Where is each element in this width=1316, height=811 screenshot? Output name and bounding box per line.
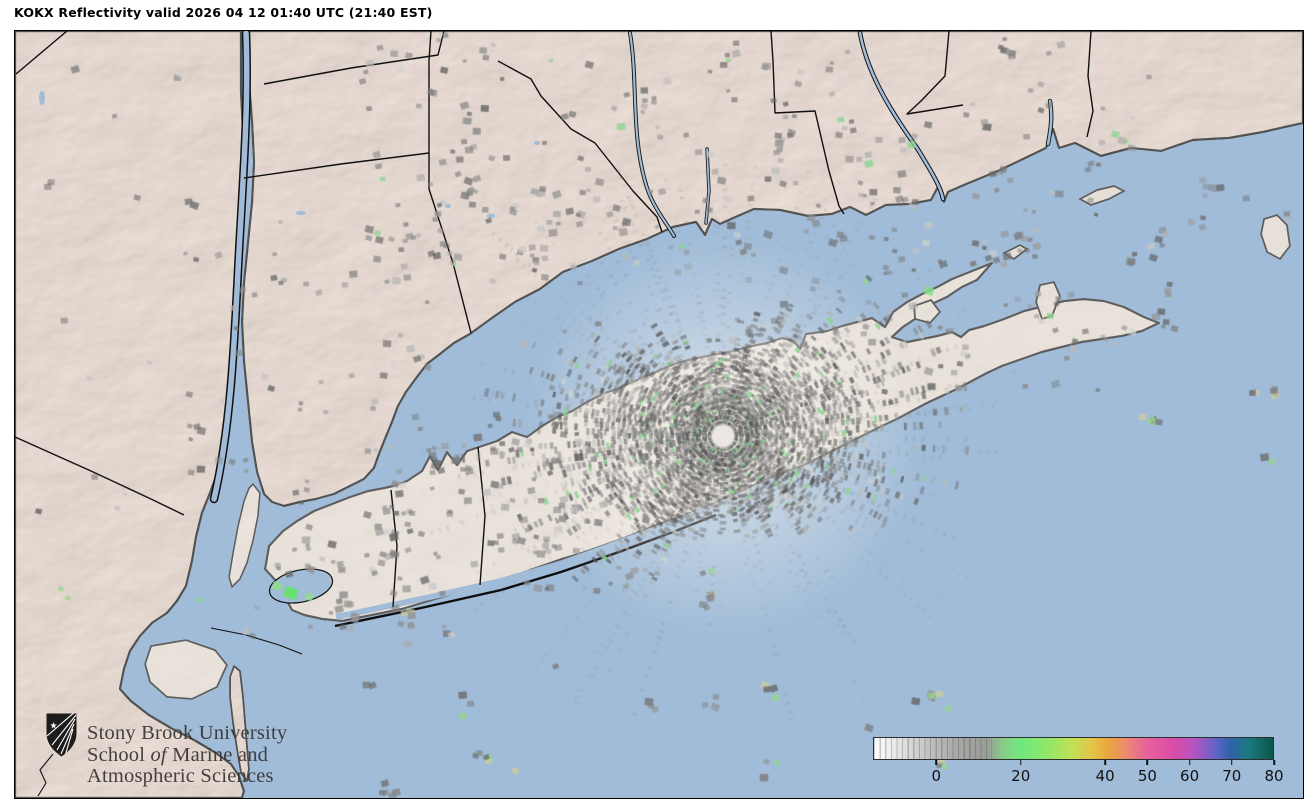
sbu-shield-icon: ★ bbox=[46, 713, 77, 757]
colorbar-tick-label: 20 bbox=[1011, 767, 1031, 785]
sbu-logo: ★ Stony Brook University School of Marin… bbox=[45, 712, 287, 788]
colorbar-tick-label: 80 bbox=[1264, 767, 1284, 785]
colorbar-tick-label: 60 bbox=[1180, 767, 1200, 785]
colorbar-stripes bbox=[874, 738, 992, 759]
reflectivity-colorbar: 0 20 40 50 60 70 80 bbox=[873, 737, 1284, 795]
sbu-logo-text: Stony Brook University School of Marine … bbox=[87, 722, 288, 788]
colorbar-tick-label: 50 bbox=[1137, 767, 1157, 785]
colorbar-gradient bbox=[873, 737, 1274, 760]
sbu-line3: Atmospheric Sciences bbox=[87, 765, 274, 787]
sbu-line2: School of Marine and bbox=[87, 743, 269, 766]
map-title: KOKX Reflectivity valid 2026 04 12 01:40… bbox=[14, 5, 433, 20]
colorbar-tick bbox=[1188, 760, 1191, 765]
colorbar-tick-label: 70 bbox=[1222, 767, 1242, 785]
colorbar-tick bbox=[1019, 760, 1022, 765]
colorbar-tick bbox=[1273, 760, 1275, 765]
colorbar-tick bbox=[1104, 760, 1106, 765]
sbu-line1: Stony Brook University bbox=[87, 722, 288, 744]
colorbar-tick-label: 40 bbox=[1095, 767, 1115, 785]
radar-map: ★ Stony Brook University School of Marin… bbox=[14, 30, 1304, 799]
colorbar-tick bbox=[1230, 760, 1233, 765]
colorbar-tick bbox=[935, 760, 938, 765]
radar-clutter-layer bbox=[15, 31, 1303, 798]
svg-text:★: ★ bbox=[50, 722, 58, 732]
colorbar-tick-label: 0 bbox=[931, 767, 942, 785]
colorbar-tick bbox=[1146, 760, 1149, 765]
